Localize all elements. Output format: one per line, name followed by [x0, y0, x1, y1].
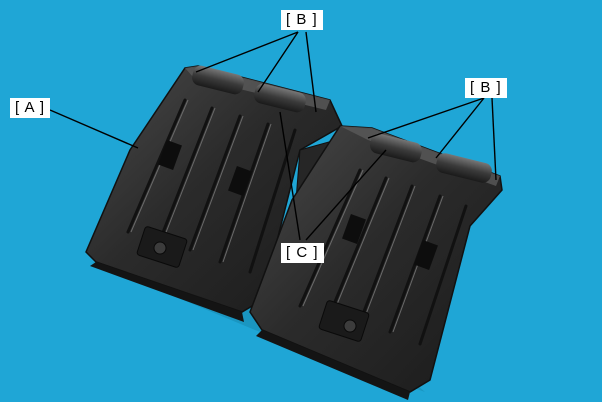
leader-lines [49, 31, 497, 241]
right-tray-part [249, 125, 503, 400]
callout-part-c: [ C ] [281, 243, 324, 263]
callout-part-b-left: [ B ] [281, 10, 323, 30]
callout-part-a: [ A ] [10, 98, 51, 118]
callout-part-b-right: [ B ] [465, 78, 507, 98]
